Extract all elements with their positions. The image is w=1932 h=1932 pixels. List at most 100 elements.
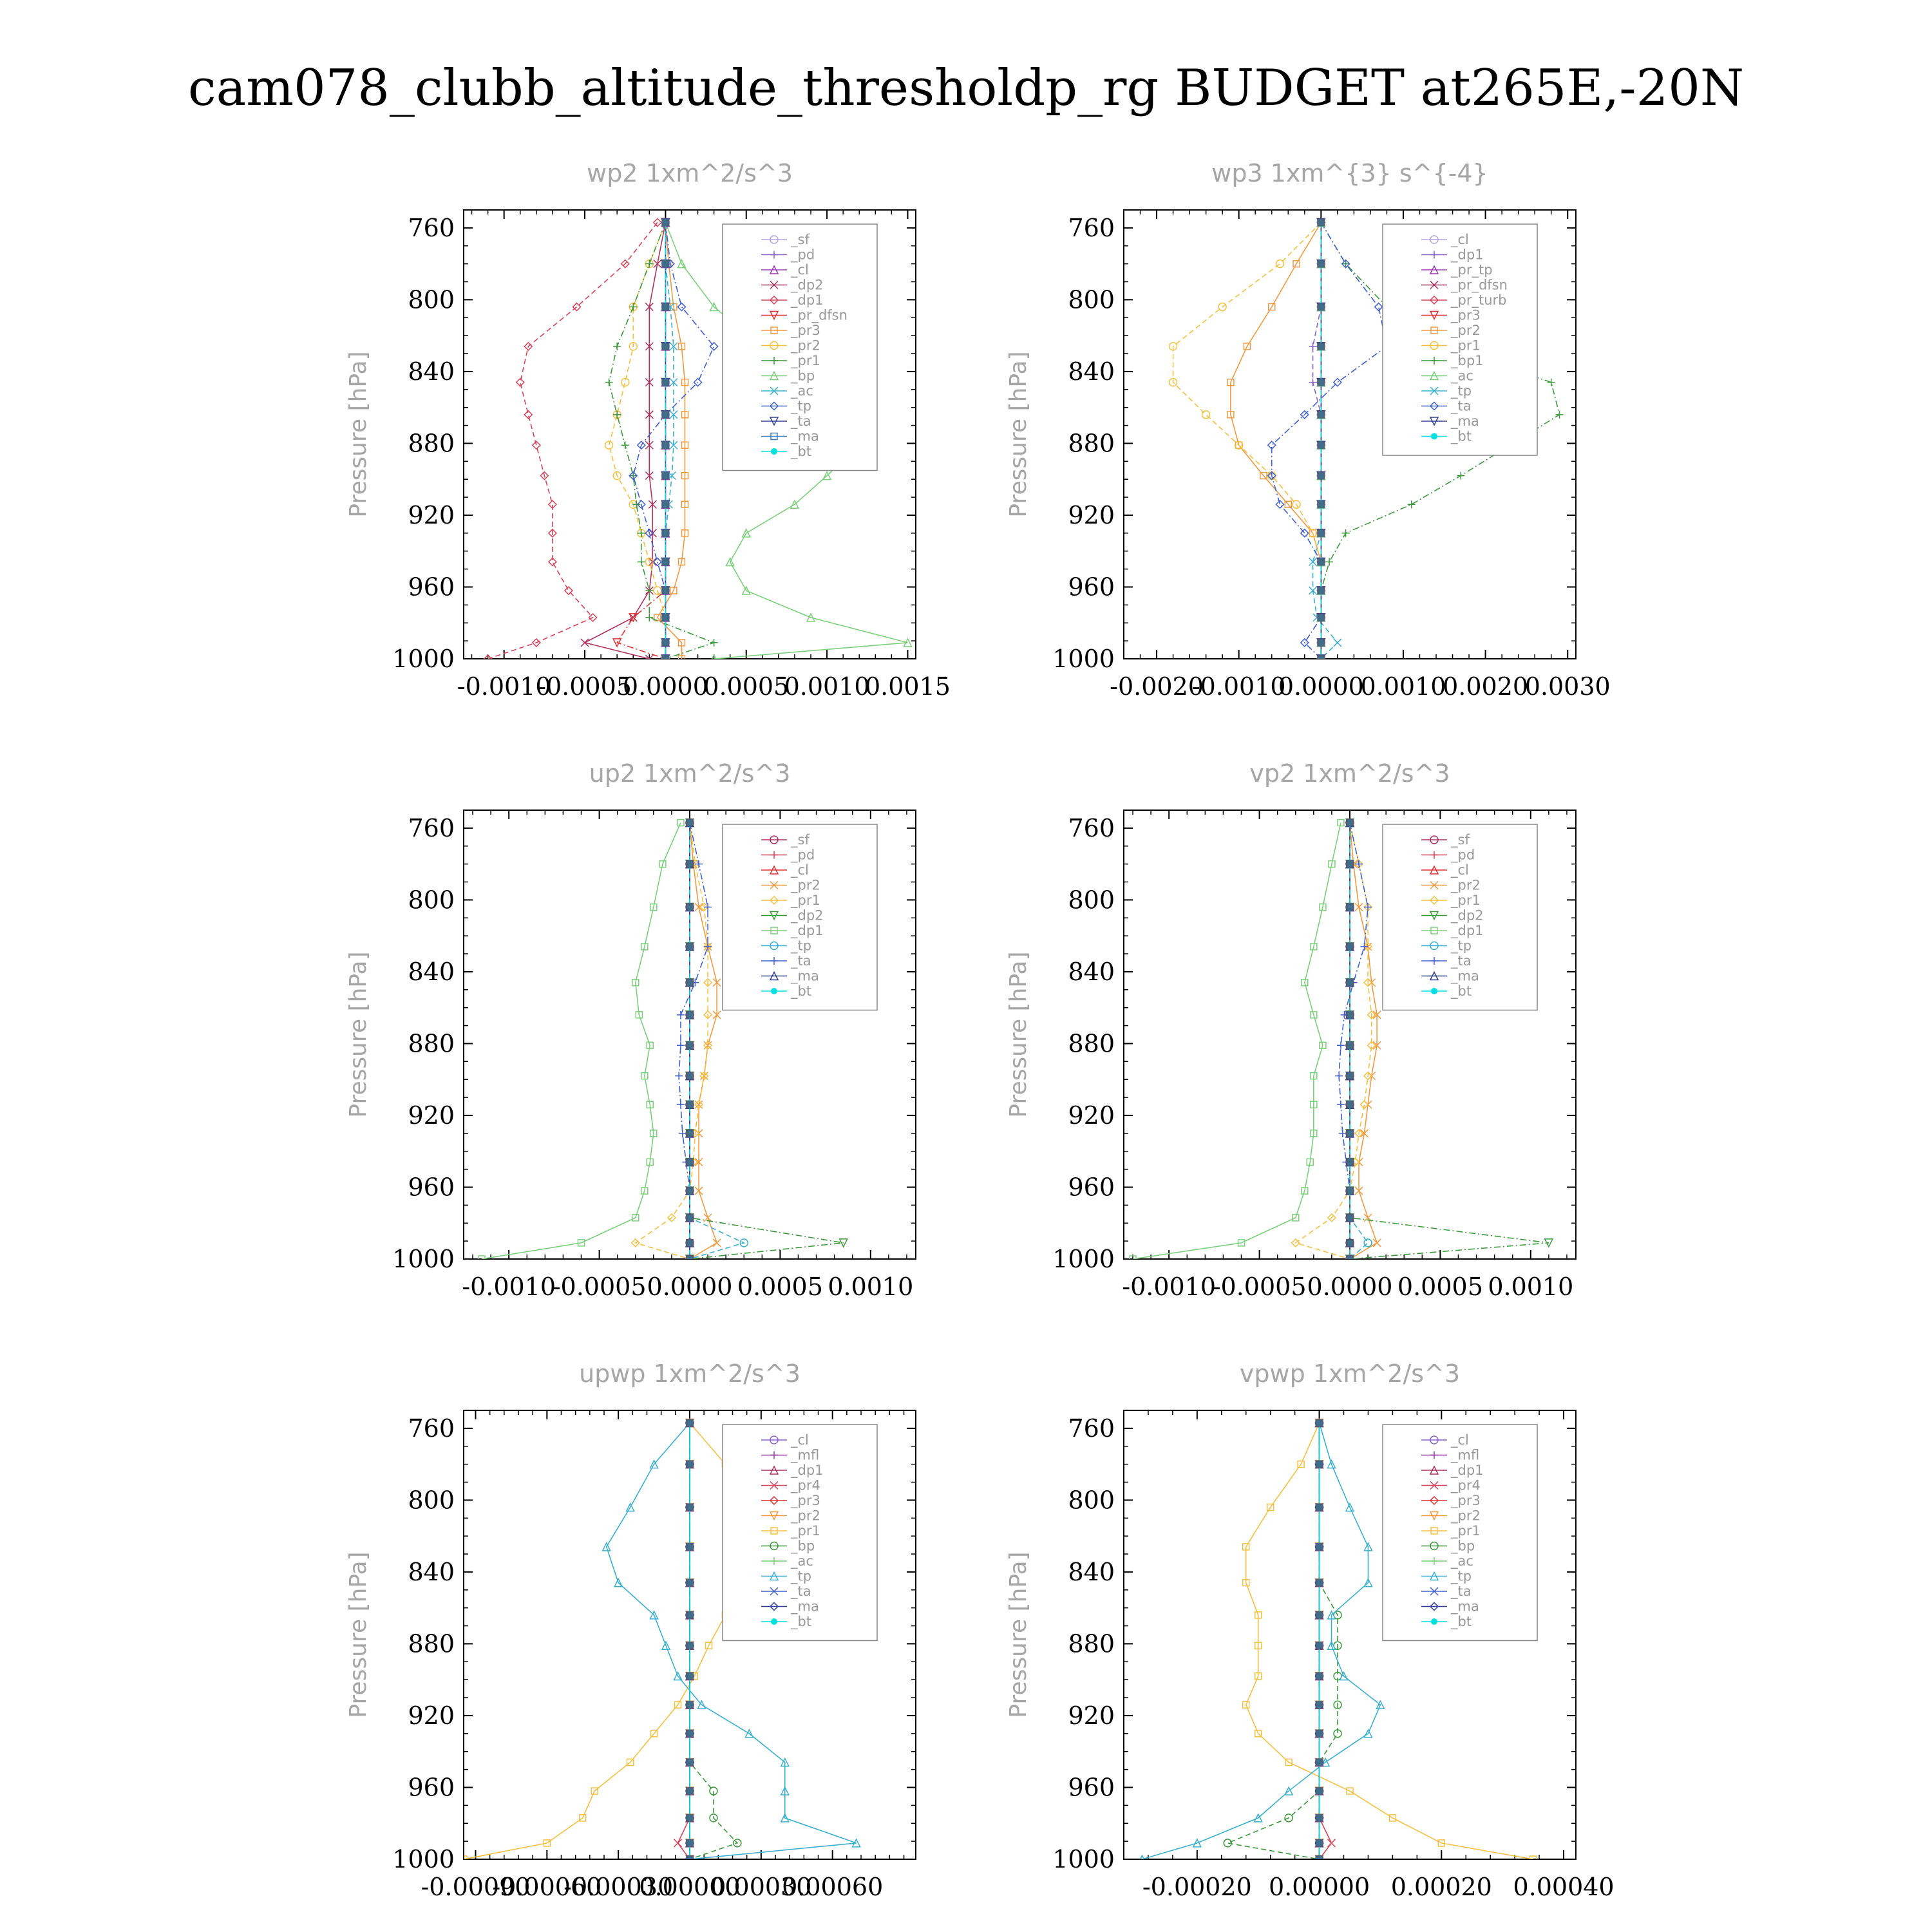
x-tick-label: -0.0010 — [457, 672, 551, 701]
legend-label: _ac — [1450, 1553, 1473, 1569]
y-tick-label: 880 — [1068, 1029, 1115, 1057]
point-_pr1 — [645, 260, 654, 268]
y-tick-label: 1000 — [1052, 1845, 1115, 1873]
point-_pr3 — [681, 500, 689, 508]
y-tick-label: 1000 — [1052, 1245, 1115, 1273]
point-_pr2 — [703, 1213, 712, 1222]
legend-label: _tp — [1450, 383, 1472, 399]
zero-marker — [686, 1701, 694, 1709]
point-_dp2 — [645, 471, 654, 480]
series-line-_pr1 — [1294, 822, 1372, 1259]
x-tick-label: 0.00060 — [782, 1873, 883, 1901]
legend-marker — [769, 310, 779, 321]
point-_pr_dfsn — [612, 638, 622, 648]
panel-title: up2 1xm^2/s^3 — [589, 759, 791, 788]
zero-marker — [686, 1187, 694, 1195]
series-line-_pr2 — [608, 222, 667, 659]
point-_dp2 — [580, 638, 589, 647]
point-_dp1 — [547, 557, 557, 567]
point-_pr2 — [1372, 1041, 1381, 1050]
point-_tp — [1333, 638, 1342, 647]
point-_ta — [1267, 440, 1276, 450]
point-_ac — [669, 342, 678, 351]
legend-box — [1382, 223, 1538, 456]
legend-marker — [1430, 1541, 1439, 1551]
zero-marker — [1315, 1460, 1323, 1468]
point-_dp1 — [659, 860, 667, 868]
y-axis-label: Pressure [hPa] — [345, 1551, 372, 1718]
point-_pr1 — [1367, 1010, 1376, 1019]
y-tick-label: 920 — [1068, 1101, 1115, 1130]
y-tick-label: 880 — [1068, 1629, 1115, 1658]
point-_pr3 — [677, 558, 686, 566]
y-tick-label: 920 — [1068, 501, 1115, 529]
panel-2: wp3 1xm^{3} s^{-4} Pressure [hPa] 760 800 84… — [1005, 159, 1611, 701]
point-_pr2 — [1243, 343, 1251, 350]
point-_pr2 — [629, 342, 638, 351]
zero-marker — [686, 1238, 694, 1247]
point-_dp1 — [577, 1239, 585, 1247]
legend-marker — [770, 927, 778, 934]
legend-marker — [769, 1511, 779, 1521]
point-_pr2 — [1260, 471, 1267, 480]
legend-label: _bp — [790, 368, 815, 384]
plot-frame — [463, 209, 916, 659]
legend-label: _tp — [790, 938, 811, 954]
point-_ta — [1275, 500, 1285, 509]
legend-label: _ta — [790, 413, 811, 430]
x-tick-label: 0.0010 — [1488, 1273, 1573, 1301]
point-_pr1 — [1327, 1213, 1336, 1222]
zero-marker — [661, 471, 670, 480]
point-_pr3 — [681, 529, 689, 537]
point-_tp — [1363, 1577, 1373, 1587]
legend-marker — [770, 1541, 779, 1551]
legend-label: _pr_turb — [1450, 292, 1506, 308]
zero-marker — [686, 1758, 694, 1766]
legend-label: _pr1 — [1450, 1523, 1481, 1539]
legend-label: _bt — [1450, 983, 1472, 999]
point-_dp1 — [531, 440, 541, 450]
legend-label: _ma — [1450, 1599, 1479, 1615]
legend-marker — [1429, 401, 1439, 411]
point-_pr1 — [667, 1213, 676, 1222]
legend-label: _pr_dfsn — [790, 308, 848, 324]
point-_bp — [1284, 1814, 1293, 1823]
legend-marker — [769, 911, 779, 921]
legend-marker — [1430, 251, 1438, 259]
legend-marker — [1429, 417, 1439, 426]
point-_dp2 — [645, 410, 654, 419]
point-_bp — [741, 585, 751, 595]
panel-1: wp2 1xm^2/s^3 Pressure [hPa] 760 800 840 880 9… — [345, 159, 951, 701]
point-_tp — [697, 1700, 706, 1709]
point-_dp1 — [547, 528, 557, 538]
point-_tp — [1192, 1838, 1202, 1848]
y-tick-label: 800 — [1068, 886, 1115, 914]
point-_pr3 — [681, 411, 689, 419]
point-_dp1 — [531, 638, 541, 647]
legend-label: _pr_tp — [1450, 262, 1493, 278]
point-_pr2 — [604, 440, 614, 450]
y-tick-label: 960 — [1068, 573, 1115, 601]
legend-label: _pr1 — [1450, 338, 1481, 354]
legend-label: _pr1 — [790, 1523, 820, 1539]
point-_pr1 — [621, 441, 629, 450]
legend-marker — [770, 1451, 778, 1459]
zero-marker — [661, 500, 670, 509]
zero-marker — [1317, 260, 1325, 268]
y-tick-label: 840 — [1068, 958, 1115, 986]
legend-label: _mfl — [790, 1448, 819, 1464]
zero-marker — [686, 1814, 694, 1822]
y-tick-label: 800 — [408, 886, 455, 914]
point-_dp1 — [483, 654, 493, 659]
x-tick-label: 0.0005 — [737, 1273, 823, 1301]
legend-marker — [1430, 927, 1438, 934]
legend-label: _sf — [1450, 832, 1470, 848]
point-_bp — [709, 301, 719, 312]
point-_ta — [1338, 1129, 1347, 1137]
x-tick-label: 0.0010 — [784, 672, 870, 701]
legend-marker — [769, 401, 779, 411]
x-tick-label: -0.0010 — [462, 1273, 556, 1301]
point-_dp1 — [1309, 378, 1317, 386]
zero-marker — [686, 942, 694, 951]
point-_tp — [1363, 1238, 1372, 1247]
